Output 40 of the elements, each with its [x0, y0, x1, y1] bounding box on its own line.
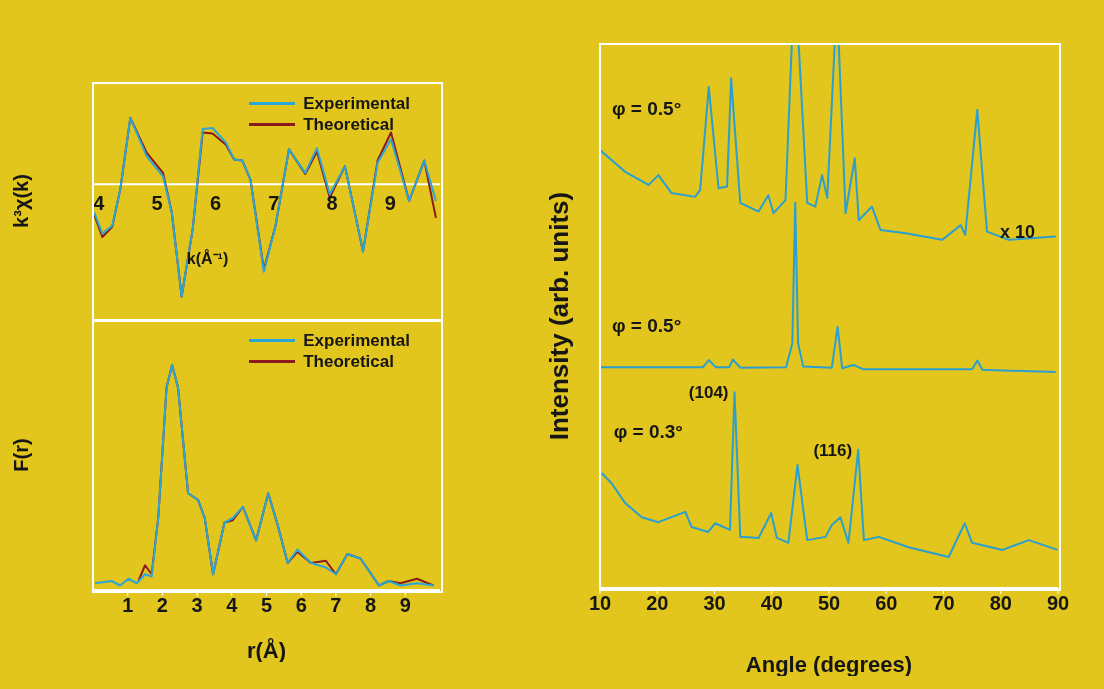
annotation: (116) [813, 440, 853, 460]
x-tick-label: 7 [330, 594, 342, 617]
x-tick-label: 5 [151, 192, 163, 215]
annotation: (104) [688, 383, 729, 403]
x-tick-label: 6 [295, 594, 307, 617]
x-tick-label: 3 [191, 594, 203, 617]
x-tick-label: 50 [817, 592, 841, 615]
x-tick-label: 4 [93, 192, 106, 215]
legend-label: Theoretical [303, 114, 394, 135]
x-tick-label: 7 [268, 192, 280, 215]
y-axis-title: k³χ(k) [10, 174, 32, 228]
y-axis-title: F(r) [10, 438, 32, 472]
x-tick-label: 40 [760, 592, 783, 615]
series-label: φ = 0.5° [612, 98, 682, 120]
x-tick-label: 9 [399, 594, 411, 617]
legend-label: Experimental [303, 93, 410, 114]
x-tick-label: 30 [703, 592, 726, 615]
legend-label: Experimental [303, 330, 410, 351]
legend-label: Theoretical [303, 351, 394, 372]
x-tick-label: 8 [365, 594, 377, 617]
series-label: φ = 0.3° [613, 421, 683, 443]
x-tick-label: 70 [932, 592, 955, 615]
x-axis-title: r(Å) [246, 637, 287, 663]
x-tick-label: 90 [1046, 592, 1070, 615]
series-label: φ = 0.5° [612, 315, 682, 337]
x-tick-label: 6 [209, 192, 222, 215]
x-axis-title: k(Å⁻¹) [186, 249, 229, 268]
y-axis-title: Intensity (arb. units) [544, 191, 574, 441]
x-tick-label: 5 [260, 594, 273, 617]
x-tick-label: 9 [384, 192, 396, 215]
x-tick-label: 10 [588, 592, 612, 615]
x-tick-label: 60 [875, 592, 898, 615]
x-tick-label: 80 [989, 592, 1012, 615]
annotation: x 10 [1000, 222, 1036, 243]
x-tick-label: 20 [646, 592, 669, 615]
x-tick-label: 4 [226, 594, 239, 617]
x-tick-label: 2 [156, 594, 168, 617]
x-tick-label: 1 [122, 594, 134, 617]
x-axis-title: Angle (degrees) [745, 652, 913, 677]
x-tick-label: 8 [326, 192, 338, 215]
